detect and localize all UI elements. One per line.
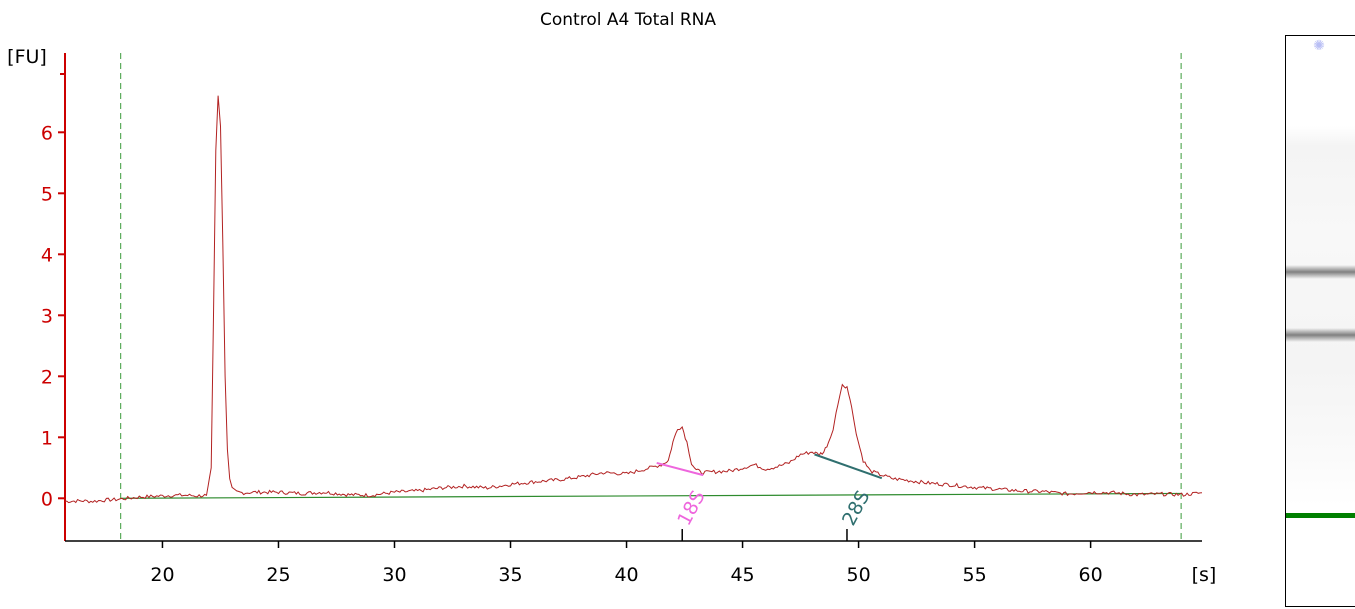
y-tick-label: 4 (41, 244, 53, 266)
gel-marker-band (1286, 513, 1355, 519)
x-tick-label: 60 (1079, 564, 1103, 586)
y-tick-label: 5 (41, 183, 53, 205)
y-tick-label: 1 (41, 427, 53, 449)
x-axis-label: [s] (1192, 564, 1217, 586)
peak-label: 28S (838, 487, 874, 529)
x-tick-label: 20 (150, 564, 174, 586)
x-tick-label: 55 (963, 564, 987, 586)
peak-baseline-18S (656, 461, 704, 477)
gel-band (1286, 264, 1355, 279)
well-dot-icon: ✺ (1313, 38, 1325, 54)
gel-band (1286, 327, 1355, 342)
y-tick-label: 6 (41, 122, 53, 144)
x-tick-label: 25 (266, 564, 290, 586)
chart-title: Control A4 Total RNA (540, 10, 716, 30)
y-axis-label: [FU] (7, 46, 47, 68)
y-tick-label: 2 (41, 366, 53, 388)
peak-baseline-28S (814, 453, 883, 480)
y-tick-label: 0 (41, 488, 53, 510)
x-tick-label: 40 (614, 564, 638, 586)
x-tick-label: 50 (846, 564, 870, 586)
gel-lane-image: ✺ (1285, 35, 1355, 607)
peak-label: 18S (673, 487, 709, 529)
x-tick-label: 45 (730, 564, 754, 586)
x-tick-label: 30 (382, 564, 406, 586)
signal-trace (64, 95, 1203, 504)
x-tick-label: 35 (498, 564, 522, 586)
baseline-line (120, 492, 1182, 499)
y-tick-label: 3 (41, 305, 53, 327)
